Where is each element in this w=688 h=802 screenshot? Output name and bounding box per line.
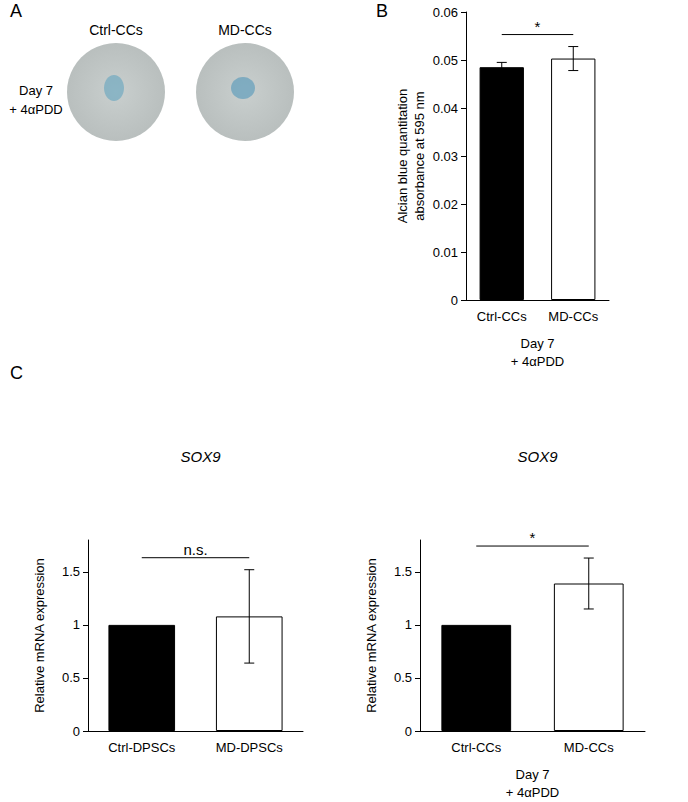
svg-text:0: 0 (451, 293, 458, 308)
svg-text:absorbance at 595 nm: absorbance at 595 nm (412, 91, 427, 220)
svg-text:MD-CCs: MD-CCs (548, 309, 598, 324)
svg-text:Day 7: Day 7 (521, 336, 555, 351)
svg-text:MD-CCs: MD-CCs (564, 740, 614, 755)
svg-text:*: * (530, 529, 536, 546)
svg-text:MD-CCs: MD-CCs (218, 22, 272, 38)
svg-text:0.05: 0.05 (433, 53, 458, 68)
svg-text:0.04: 0.04 (433, 101, 458, 116)
svg-text:0.5: 0.5 (394, 670, 412, 685)
svg-text:Day 7: Day 7 (516, 767, 550, 782)
svg-text:0.03: 0.03 (433, 149, 458, 164)
svg-text:0.02: 0.02 (433, 197, 458, 212)
svg-text:Ctrl-CCs: Ctrl-CCs (477, 309, 527, 324)
svg-text:+ 4αPDD: + 4αPDD (511, 354, 564, 369)
svg-text:n.s.: n.s. (183, 541, 207, 558)
svg-text:Relative mRNA expression: Relative mRNA expression (32, 558, 47, 713)
svg-text:1.5: 1.5 (62, 564, 80, 579)
svg-text:0.5: 0.5 (62, 670, 80, 685)
svg-text:Ctrl-CCs: Ctrl-CCs (89, 22, 143, 38)
svg-text:1: 1 (405, 617, 412, 632)
svg-text:1.5: 1.5 (394, 564, 412, 579)
svg-text:A: A (10, 1, 22, 21)
svg-text:0: 0 (405, 724, 412, 739)
svg-text:Ctrl-DPSCs: Ctrl-DPSCs (108, 740, 176, 755)
svg-text:B: B (376, 1, 388, 21)
svg-text:C: C (10, 363, 23, 383)
svg-text:0.06: 0.06 (433, 5, 458, 20)
svg-text:Ctrl-CCs: Ctrl-CCs (451, 740, 501, 755)
svg-text:0.01: 0.01 (433, 245, 458, 260)
svg-text:*: * (535, 18, 541, 35)
svg-text:0: 0 (73, 724, 80, 739)
svg-text:Alcian blue quantitation: Alcian blue quantitation (395, 89, 410, 223)
svg-text:SOX9: SOX9 (517, 448, 558, 465)
svg-text:MD-DPSCs: MD-DPSCs (216, 740, 284, 755)
svg-text:+ 4αPDD: + 4αPDD (506, 785, 559, 800)
svg-text:SOX9: SOX9 (180, 448, 221, 465)
svg-text:1: 1 (73, 617, 80, 632)
svg-text:Relative mRNA expression: Relative mRNA expression (364, 558, 379, 713)
svg-text:+ 4αPDD: + 4αPDD (9, 102, 62, 117)
svg-text:Day 7: Day 7 (19, 83, 53, 98)
